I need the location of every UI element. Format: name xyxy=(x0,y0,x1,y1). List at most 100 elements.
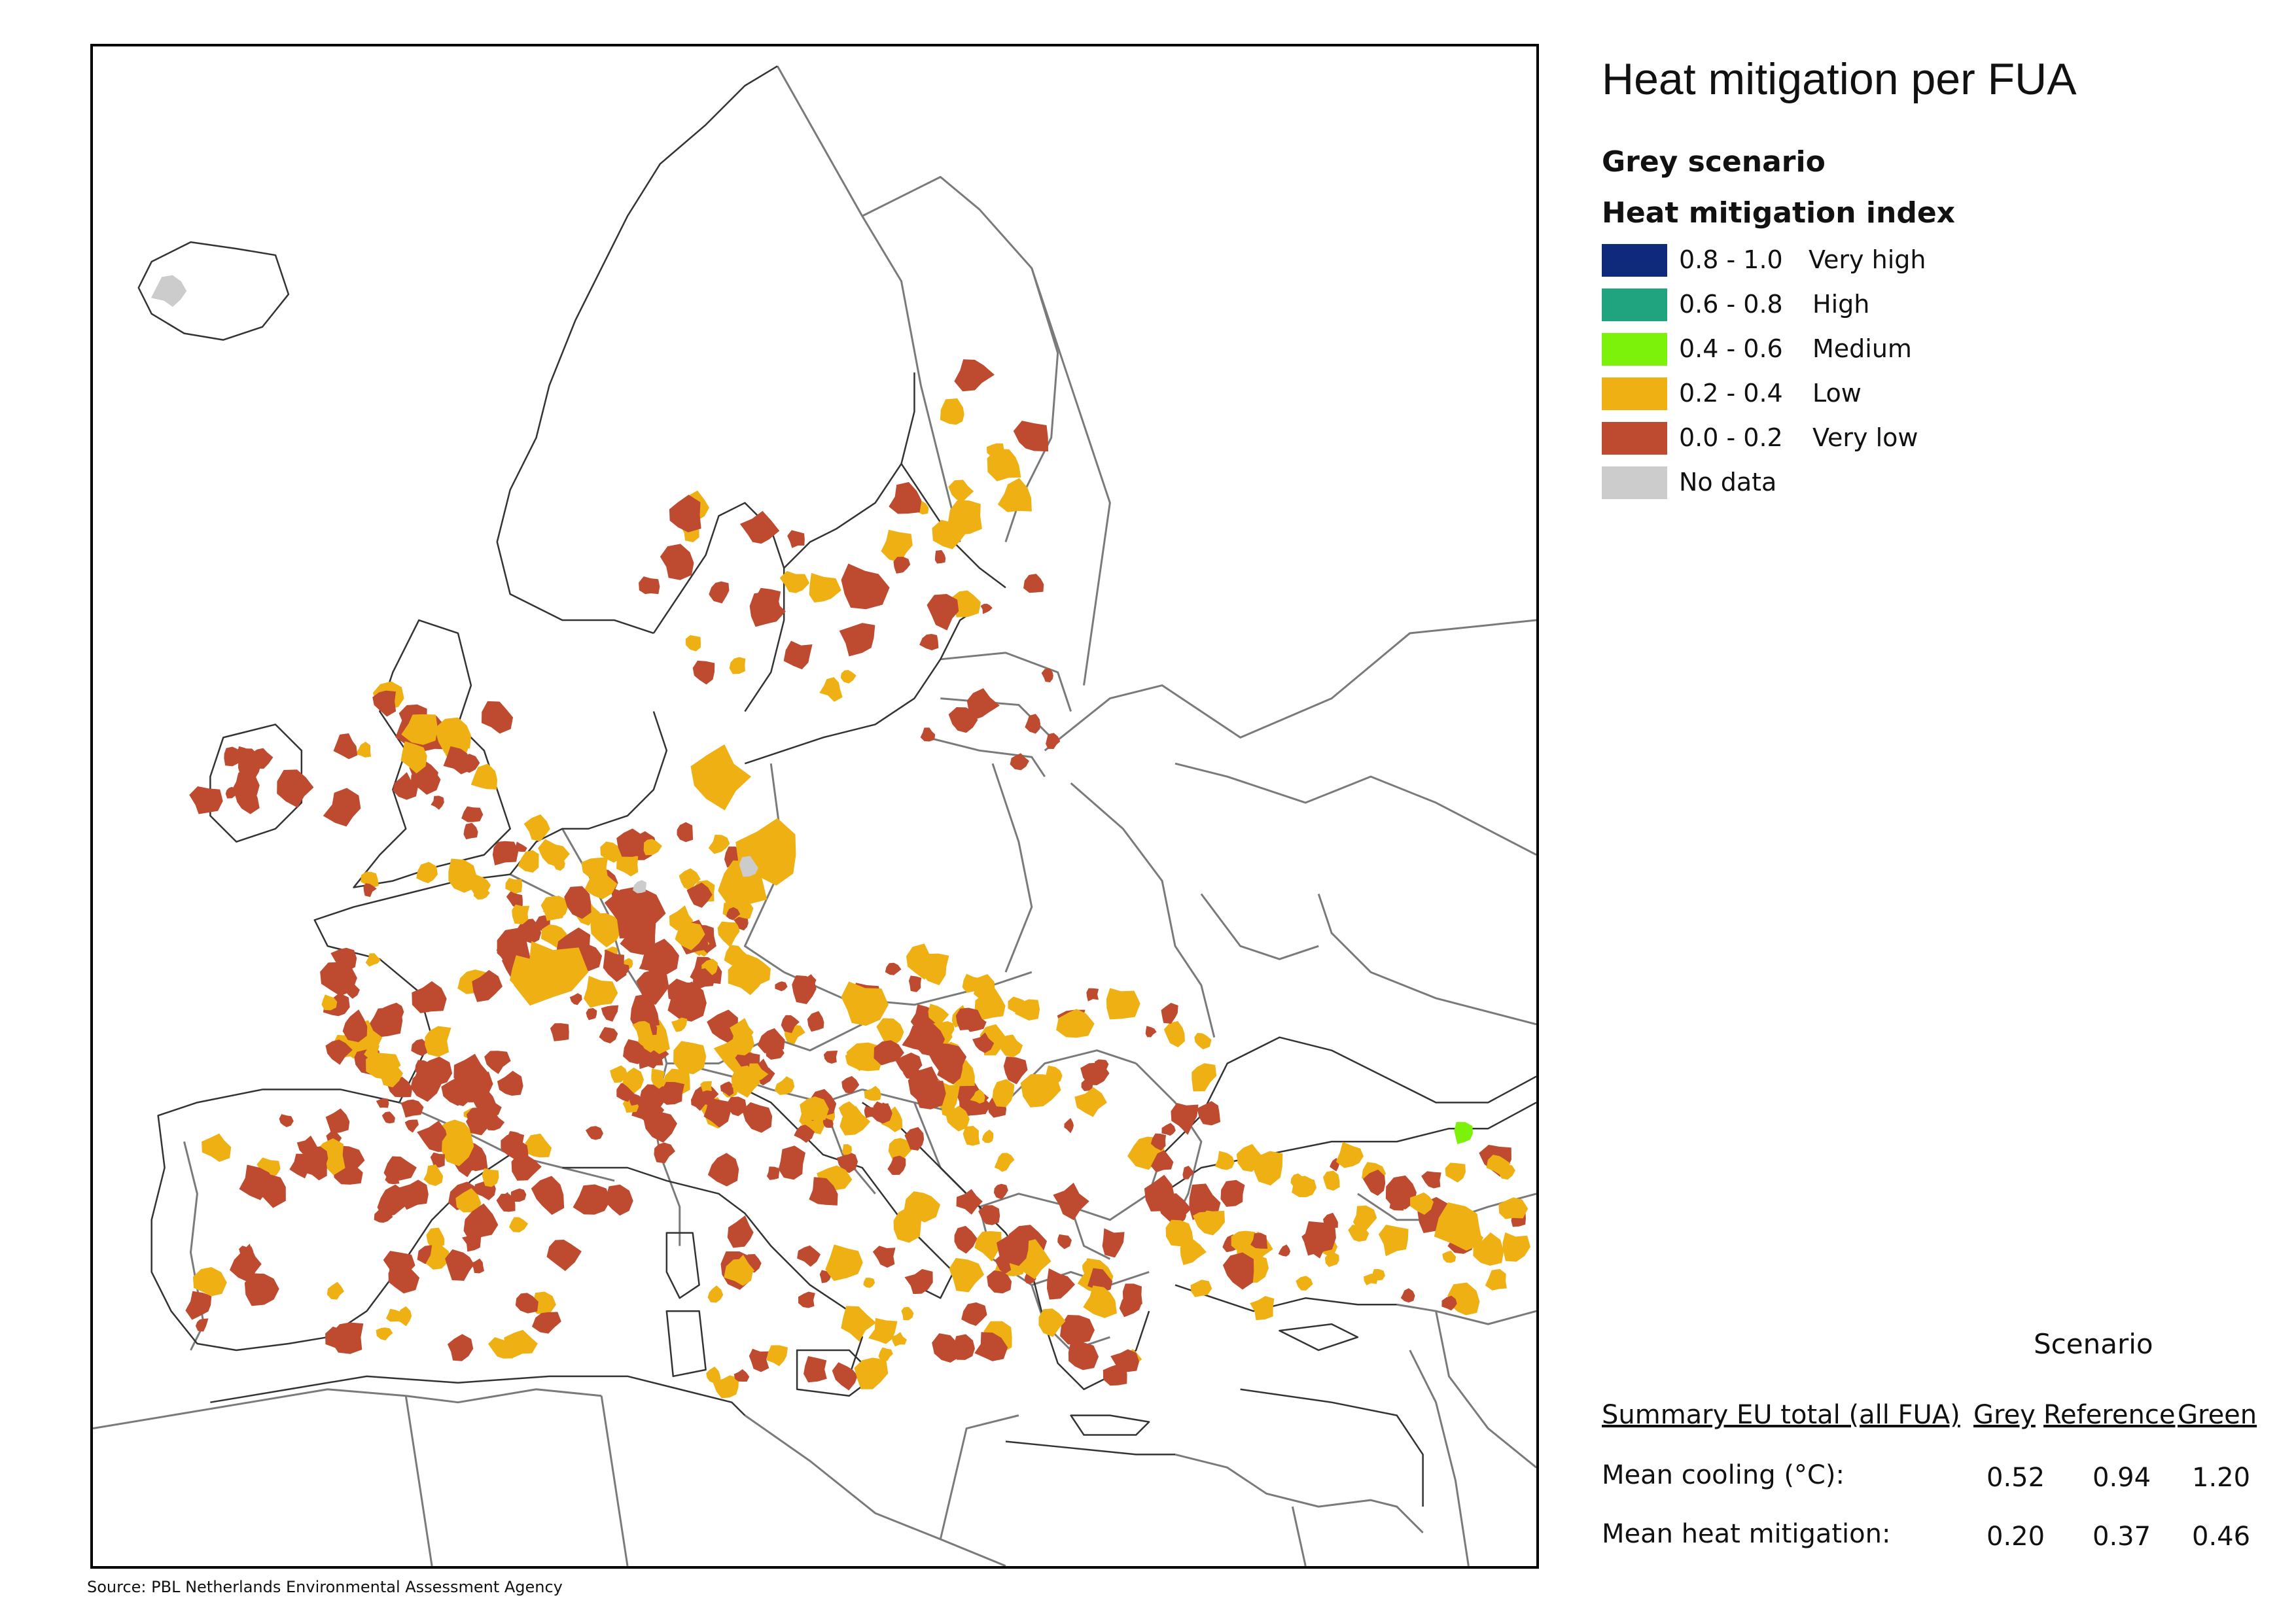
fua-very-low xyxy=(1057,1234,1072,1249)
fua-very-low xyxy=(887,1155,906,1176)
legend-swatch xyxy=(1602,422,1667,455)
value-mitigation-reference: 0.37 xyxy=(2093,1522,2151,1552)
fua-very-low xyxy=(757,1028,785,1054)
fua-very-low xyxy=(641,938,679,976)
fua-very-low xyxy=(1046,733,1061,750)
fua-low xyxy=(981,1129,994,1143)
fua-low xyxy=(365,953,381,967)
fua-low xyxy=(726,1255,755,1281)
fua-very-low xyxy=(1086,988,1099,1002)
legend-range: 0.0 - 0.2 xyxy=(1679,423,1783,452)
fua-very-low xyxy=(839,623,875,657)
fua-very-low xyxy=(604,886,666,939)
fua-very-low xyxy=(363,883,377,898)
fua-low xyxy=(434,717,472,754)
fua-very-low xyxy=(1362,1169,1386,1196)
fua-low xyxy=(854,1357,889,1389)
fua-low xyxy=(1165,1219,1194,1247)
fua-very-low xyxy=(1171,1102,1199,1135)
fua-very-low xyxy=(1013,421,1049,452)
fua-very-low xyxy=(1064,1117,1074,1134)
fua-very-low xyxy=(492,841,519,865)
fua-very-low xyxy=(404,1119,419,1133)
fua-very-low xyxy=(654,1142,675,1164)
fua-low xyxy=(707,1285,724,1303)
fua-very-low xyxy=(601,1005,619,1022)
fua-very-low xyxy=(606,1184,633,1216)
fua-very-low xyxy=(325,1039,353,1065)
fua-low xyxy=(1434,1202,1483,1251)
fua-very-low xyxy=(599,1026,618,1043)
column-grey: Grey xyxy=(1973,1400,2036,1430)
fua-very-low xyxy=(1278,1244,1291,1257)
fua-low xyxy=(708,834,730,854)
fua-very-low xyxy=(470,1258,484,1274)
fua-very-low xyxy=(966,688,1000,721)
fua-very-low xyxy=(775,981,788,992)
fua-low xyxy=(1442,1250,1457,1263)
fua-no-data xyxy=(739,856,759,877)
fua-very-low xyxy=(224,746,242,767)
fua-low xyxy=(819,677,843,702)
fua-very-low xyxy=(531,1176,565,1215)
fua-very-low xyxy=(484,1051,511,1074)
fua-very-low xyxy=(431,795,444,810)
fua-low xyxy=(868,1318,898,1344)
fua-very-low xyxy=(1197,1101,1221,1126)
fua-very-low xyxy=(954,1225,978,1254)
fua-very-low xyxy=(511,1154,542,1181)
fua-very-low xyxy=(1182,1166,1195,1179)
fua-very-low xyxy=(381,1111,395,1124)
fua-low xyxy=(841,1144,852,1155)
fua-very-low xyxy=(388,1263,420,1294)
fua-low xyxy=(1296,1276,1313,1291)
fua-very-low xyxy=(954,1342,968,1357)
fua-low xyxy=(385,1308,402,1322)
fua-very-low xyxy=(1161,1123,1176,1136)
fua-low xyxy=(970,1089,985,1104)
fua-very-low xyxy=(1103,1364,1127,1386)
fua-low xyxy=(845,1049,867,1072)
fua-low xyxy=(426,1227,445,1249)
fua-very-low xyxy=(804,1356,827,1383)
fua-low xyxy=(992,1079,1015,1108)
fua-very-low xyxy=(823,1050,838,1064)
fua-very-low xyxy=(1003,1056,1028,1085)
fua-low xyxy=(731,1065,761,1098)
fua-low xyxy=(505,878,523,894)
fua-very-low xyxy=(926,1043,967,1071)
fua-very-low xyxy=(506,1130,522,1146)
fua-very-low xyxy=(603,949,627,983)
fua-low xyxy=(891,1332,907,1347)
legend-swatch xyxy=(1602,244,1667,277)
fua-very-low xyxy=(372,690,397,717)
fua-low xyxy=(523,814,550,842)
fua-low xyxy=(1410,1192,1434,1215)
fua-low xyxy=(610,1065,627,1083)
fua-very-low xyxy=(630,993,660,1031)
fua-low xyxy=(401,714,438,745)
fua-low xyxy=(616,852,639,877)
fua-low xyxy=(888,1138,914,1162)
fua-very-low xyxy=(376,1098,389,1108)
fua-very-low xyxy=(692,660,715,685)
fua-low xyxy=(706,1366,721,1384)
value-cooling-grey: 0.52 xyxy=(1987,1463,2045,1493)
fua-very-low xyxy=(383,1002,404,1021)
fua-low xyxy=(1378,1225,1409,1257)
fua-low xyxy=(673,1041,707,1075)
fua-very-low xyxy=(809,1177,838,1206)
fua-very-low xyxy=(229,1244,262,1283)
fua-low xyxy=(994,1158,1008,1172)
fua-very-low xyxy=(954,359,995,392)
legend-title: Heat mitigation index xyxy=(1602,196,1956,230)
fua-very-low xyxy=(781,1015,800,1034)
fua-low xyxy=(482,1168,499,1187)
fua-very-low xyxy=(686,882,713,908)
fua-very-low xyxy=(996,1231,1029,1266)
fua-low xyxy=(893,1206,922,1243)
fua-very-low xyxy=(325,1108,350,1134)
value-cooling-reference: 0.94 xyxy=(2093,1463,2151,1493)
fua-low xyxy=(876,1018,904,1046)
fua-areas xyxy=(150,275,1530,1399)
